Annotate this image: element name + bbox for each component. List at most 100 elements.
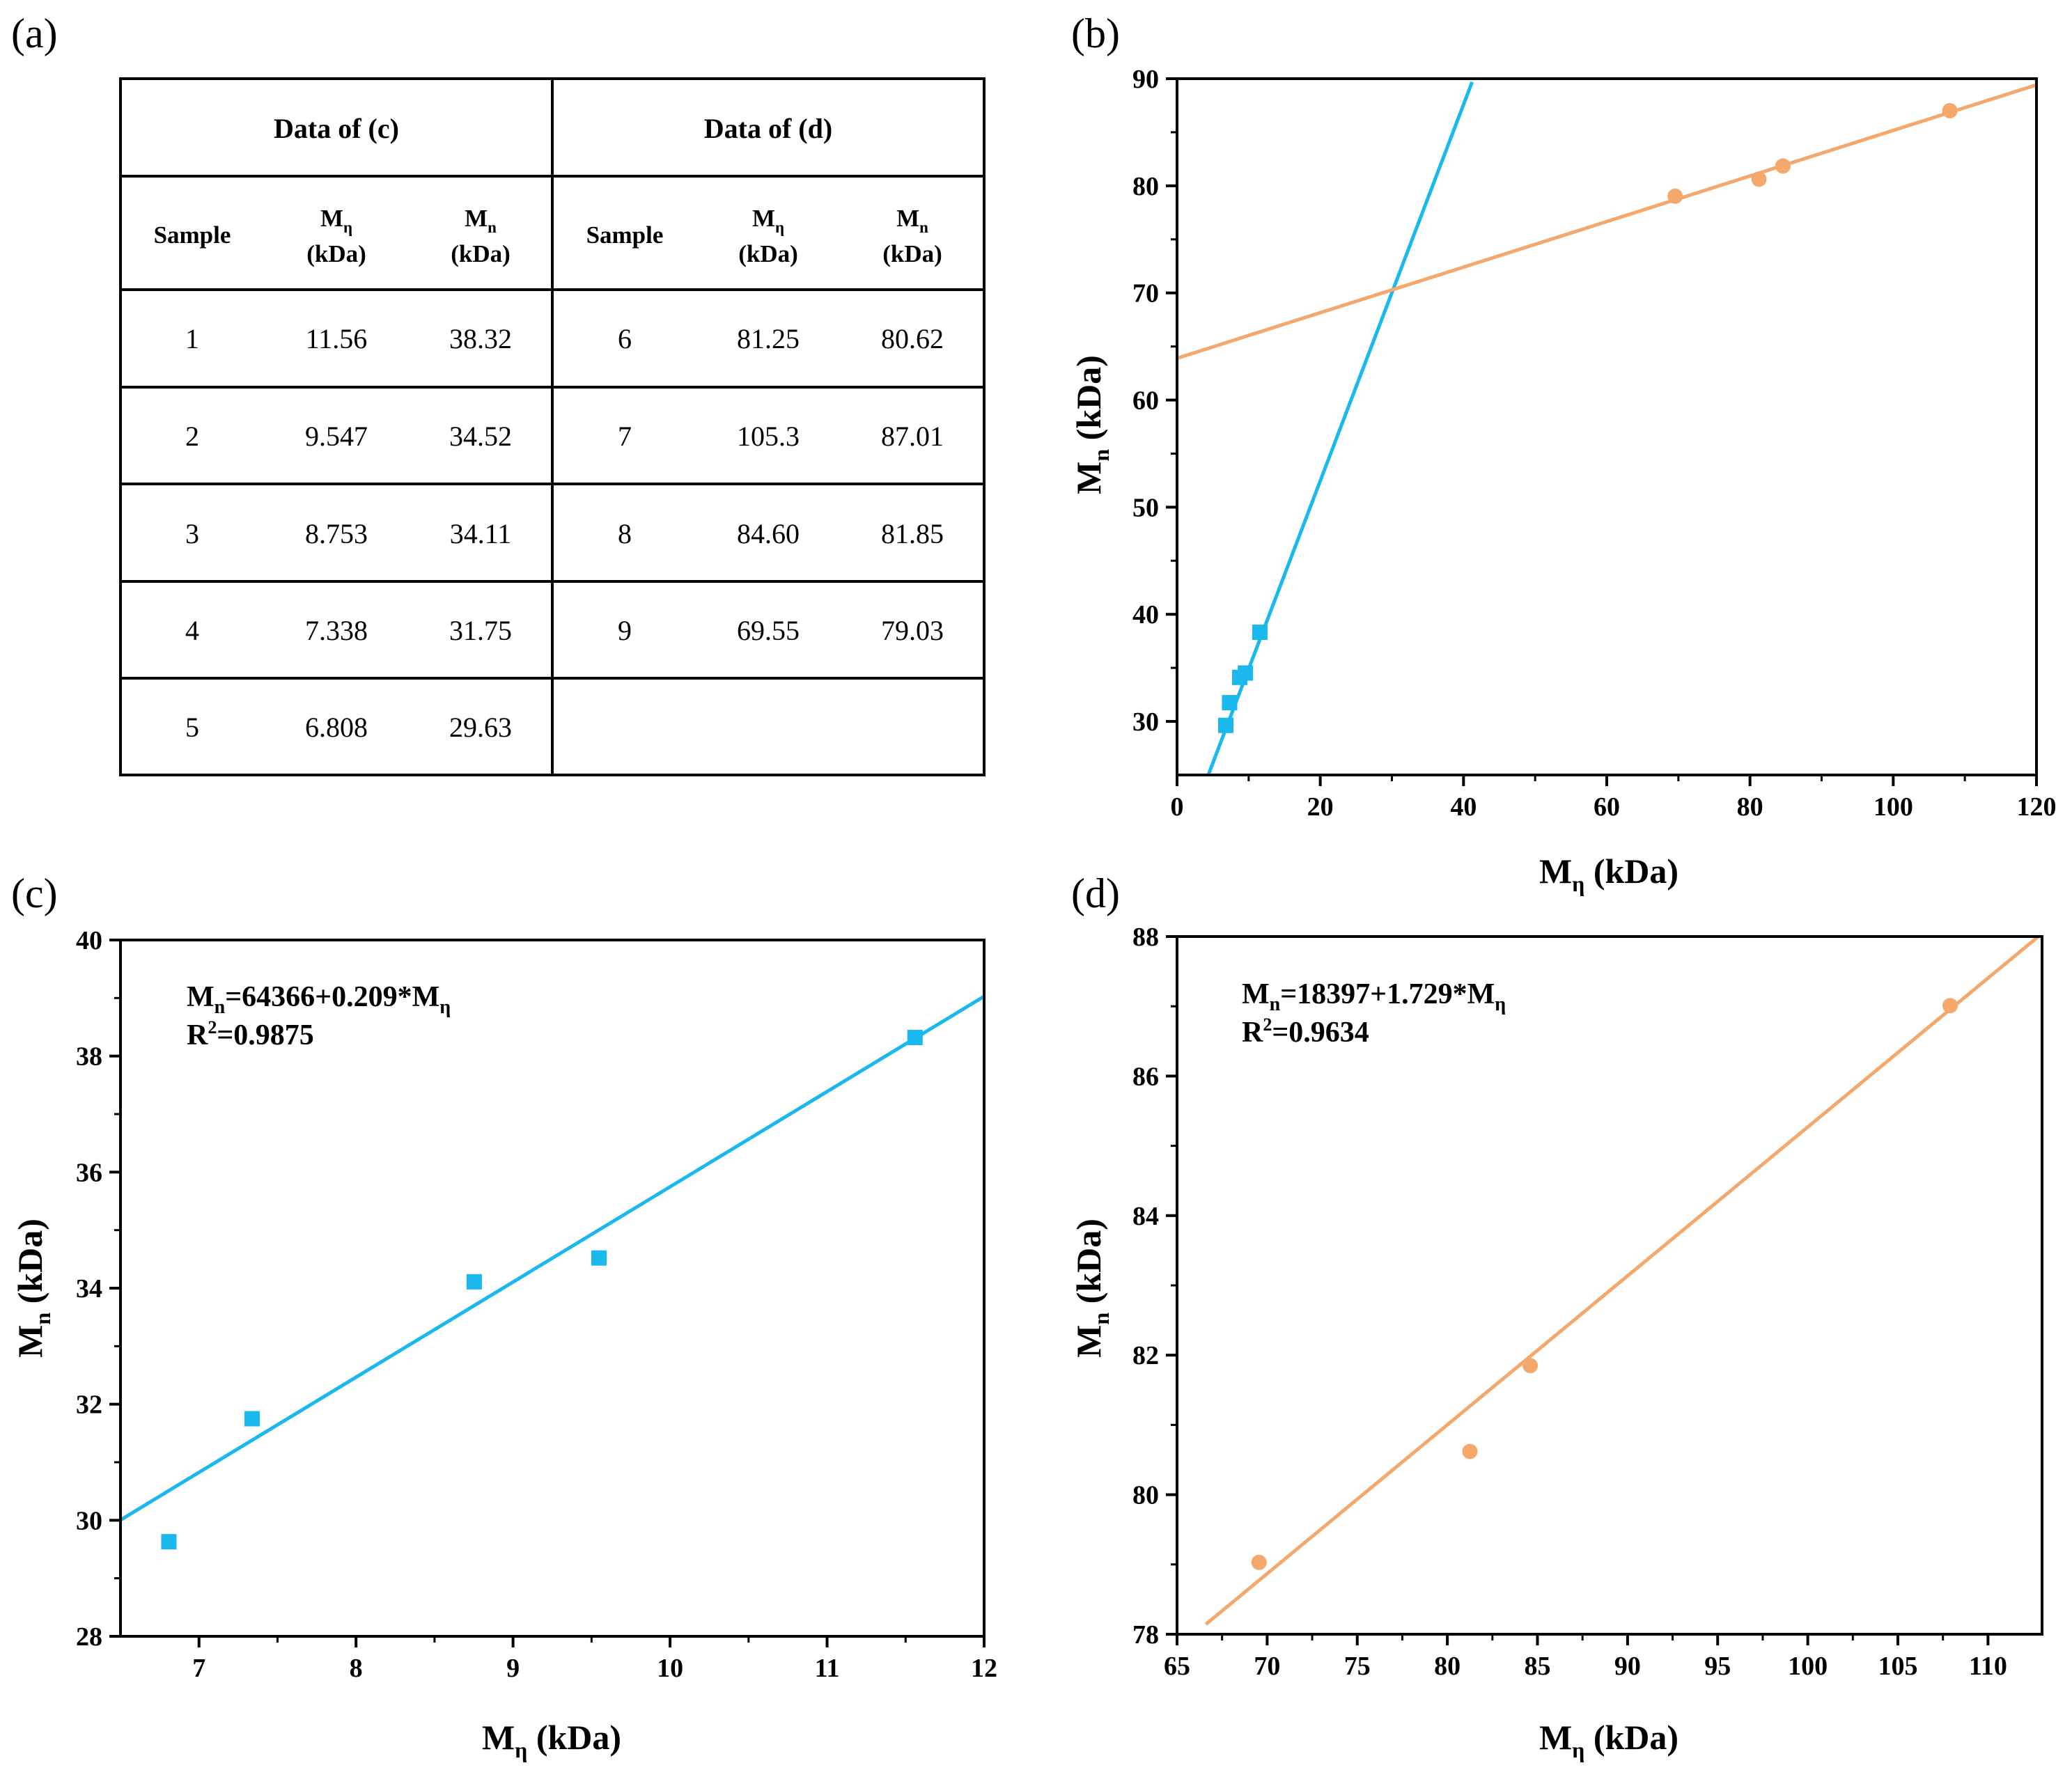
x-tick-label: 120 bbox=[2017, 792, 2057, 822]
y-tick-label: 30 bbox=[1132, 707, 1159, 737]
y-tick-label: 90 bbox=[1132, 65, 1159, 94]
data-point bbox=[591, 1250, 607, 1266]
table-cell: 8 bbox=[618, 518, 632, 549]
data-point bbox=[907, 1030, 923, 1045]
data-point bbox=[244, 1411, 260, 1427]
data-point bbox=[1667, 188, 1683, 204]
table-col-meta: Mη bbox=[320, 205, 352, 236]
data-table bbox=[119, 77, 986, 776]
y-axis-label-c: Mn (kDa) bbox=[10, 1219, 55, 1358]
table-cell: 31.75 bbox=[449, 615, 512, 646]
x-axis-label-d: Mη (kDa) bbox=[1539, 1718, 1678, 1762]
y-tick-label: 80 bbox=[1132, 1481, 1159, 1510]
table-cell: 5 bbox=[185, 712, 199, 743]
x-tick-label: 100 bbox=[1874, 792, 1913, 822]
data-point bbox=[1252, 625, 1268, 641]
x-tick-label: 75 bbox=[1344, 1652, 1371, 1681]
y-tick-label: 34 bbox=[76, 1274, 102, 1303]
table-cell: 81.25 bbox=[737, 323, 800, 354]
table-cell: 8.753 bbox=[305, 518, 368, 549]
table-cell: 3 bbox=[185, 518, 199, 549]
y-tick-label: 80 bbox=[1132, 172, 1159, 201]
table-cell: 9 bbox=[618, 615, 632, 646]
table-group-d-header: Data of (d) bbox=[704, 113, 832, 144]
data-point bbox=[1462, 1443, 1478, 1459]
x-tick-label: 12 bbox=[971, 1654, 997, 1683]
x-tick-label: 95 bbox=[1704, 1652, 1731, 1681]
table-col-meta: Mη bbox=[752, 205, 784, 236]
y-tick-label: 28 bbox=[76, 1622, 102, 1652]
table-cell: 1 bbox=[185, 323, 199, 354]
panel-label-a: (a) bbox=[11, 10, 58, 56]
y-tick-label: 32 bbox=[76, 1391, 102, 1420]
y-tick-label: 86 bbox=[1132, 1062, 1159, 1091]
x-tick-label: 90 bbox=[1614, 1652, 1641, 1681]
x-tick-label: 70 bbox=[1254, 1652, 1280, 1681]
x-tick-label: 110 bbox=[1969, 1652, 2007, 1681]
table-cell: 81.85 bbox=[881, 518, 944, 549]
y-tick-label: 84 bbox=[1132, 1202, 1159, 1231]
data-point bbox=[1232, 669, 1248, 685]
x-tick-label: 9 bbox=[506, 1654, 520, 1683]
data-point bbox=[1222, 695, 1238, 711]
table-cell: 38.32 bbox=[449, 323, 512, 354]
x-tick-label: 11 bbox=[815, 1654, 840, 1683]
x-tick-label: 60 bbox=[1594, 792, 1620, 822]
y-axis-label-d: Mn (kDa) bbox=[1069, 1219, 1114, 1358]
table-cell: 7 bbox=[618, 421, 632, 452]
x-tick-label: 8 bbox=[350, 1654, 363, 1683]
x-tick-label: 20 bbox=[1307, 792, 1334, 822]
table-cell: 9.547 bbox=[305, 421, 368, 452]
panel-label-b: (b) bbox=[1071, 10, 1120, 56]
table-cell: 69.55 bbox=[737, 615, 800, 646]
table-col-sample: Sample bbox=[586, 221, 664, 249]
y-axis-label-b: Mn (kDa) bbox=[1069, 355, 1114, 494]
x-tick-label: 0 bbox=[1171, 792, 1184, 822]
table-cell: 6 bbox=[618, 323, 632, 354]
table-col-sample: Sample bbox=[154, 221, 231, 249]
fit-line bbox=[1177, 83, 2036, 361]
data-point bbox=[1751, 171, 1767, 187]
table-col-unit: (kDa) bbox=[451, 240, 511, 267]
table-cell: 2 bbox=[185, 421, 199, 452]
table-col-unit: (kDa) bbox=[882, 240, 942, 267]
y-tick-label: 70 bbox=[1132, 279, 1159, 308]
x-axis-label-b: Mη (kDa) bbox=[1539, 852, 1678, 896]
table-cell: 80.62 bbox=[881, 323, 944, 354]
x-tick-label: 100 bbox=[1788, 1652, 1828, 1681]
data-point bbox=[1942, 998, 1958, 1014]
table-cell: 11.56 bbox=[306, 323, 368, 354]
x-tick-label: 85 bbox=[1525, 1652, 1551, 1681]
x-tick-label: 40 bbox=[1450, 792, 1477, 822]
x-tick-label: 65 bbox=[1164, 1652, 1190, 1681]
table-col-mn: Mn bbox=[896, 205, 928, 236]
table-cell: 29.63 bbox=[449, 712, 512, 743]
table-cell: 4 bbox=[185, 615, 199, 646]
chart-d: 65 70 75 80 85 90 95 100 105 110 78 80 82 84 86 88 bbox=[1132, 923, 2043, 1681]
y-tick-label: 60 bbox=[1132, 386, 1159, 416]
table-group-c-header: Data of (c) bbox=[274, 113, 399, 144]
x-tick-label: 80 bbox=[1737, 792, 1763, 822]
table-col-unit: (kDa) bbox=[738, 240, 798, 267]
table-col-unit: (kDa) bbox=[306, 240, 366, 267]
table-cell: 7.338 bbox=[305, 615, 368, 646]
y-tick-label: 88 bbox=[1132, 923, 1159, 952]
data-point bbox=[1775, 158, 1791, 174]
panel-label-d: (d) bbox=[1071, 870, 1120, 916]
y-tick-label: 82 bbox=[1132, 1341, 1159, 1370]
table-cell: 84.60 bbox=[737, 518, 800, 549]
fit-line bbox=[120, 994, 984, 1522]
data-point bbox=[1942, 103, 1958, 118]
y-tick-label: 40 bbox=[76, 926, 102, 955]
data-point bbox=[1251, 1554, 1267, 1570]
x-tick-label: 10 bbox=[657, 1654, 683, 1683]
equation-d: Mn=18397+1.729*Mη bbox=[1242, 978, 1506, 1015]
table-cell: 87.01 bbox=[881, 421, 944, 452]
table-cell: 79.03 bbox=[881, 615, 944, 646]
chart-c: 7 8 9 10 11 12 28 30 32 34 36 38 40 bbox=[76, 926, 997, 1683]
data-point bbox=[466, 1274, 482, 1290]
r-squared-c: R2=0.9875 bbox=[187, 1017, 314, 1051]
x-tick-label: 7 bbox=[192, 1654, 205, 1683]
y-tick-label: 38 bbox=[76, 1042, 102, 1072]
